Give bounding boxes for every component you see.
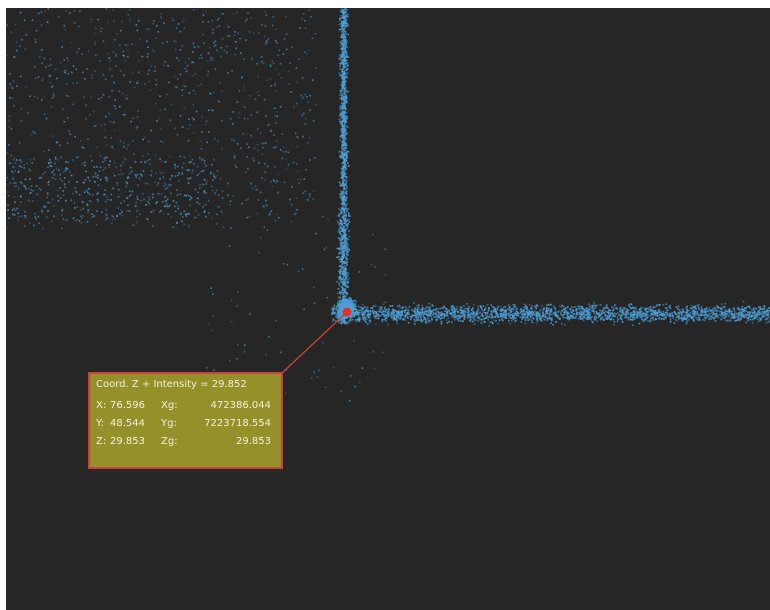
picked-point-marker[interactable]: [342, 307, 352, 317]
point-info-label[interactable]: Coord. Z + Intensity = 29.852 X: 76.596 …: [88, 372, 283, 469]
point-label-title: Coord. Z + Intensity = 29.852: [96, 379, 247, 390]
z-axis-label: Z:: [96, 436, 107, 447]
x-global-axis-label: Xg:: [161, 400, 178, 411]
y-local-value: 48.544: [110, 418, 145, 429]
y-global-axis-label: Yg:: [161, 418, 177, 429]
point-cloud-points: [6, 8, 770, 409]
y-global-value: 7223718.554: [204, 418, 271, 429]
y-axis-label: Y:: [96, 418, 105, 429]
point-label-row-x: X: 76.596 Xg: 472386.044: [96, 401, 276, 419]
x-axis-label: X:: [96, 400, 107, 411]
z-global-value: 29.853: [236, 436, 271, 447]
point-label-row-y: Y: 48.544 Yg: 7223718.554: [96, 419, 276, 437]
z-local-value: 29.853: [110, 436, 145, 447]
z-global-axis-label: Zg:: [161, 436, 178, 447]
x-local-value: 76.596: [110, 400, 145, 411]
point-label-row-z: Z: 29.853 Zg: 29.853: [96, 437, 276, 455]
x-global-value: 472386.044: [210, 400, 271, 411]
point-cloud[interactable]: [6, 8, 770, 610]
3d-viewport[interactable]: Coord. Z + Intensity = 29.852 X: 76.596 …: [6, 8, 770, 610]
label-leader-line: [281, 311, 348, 374]
